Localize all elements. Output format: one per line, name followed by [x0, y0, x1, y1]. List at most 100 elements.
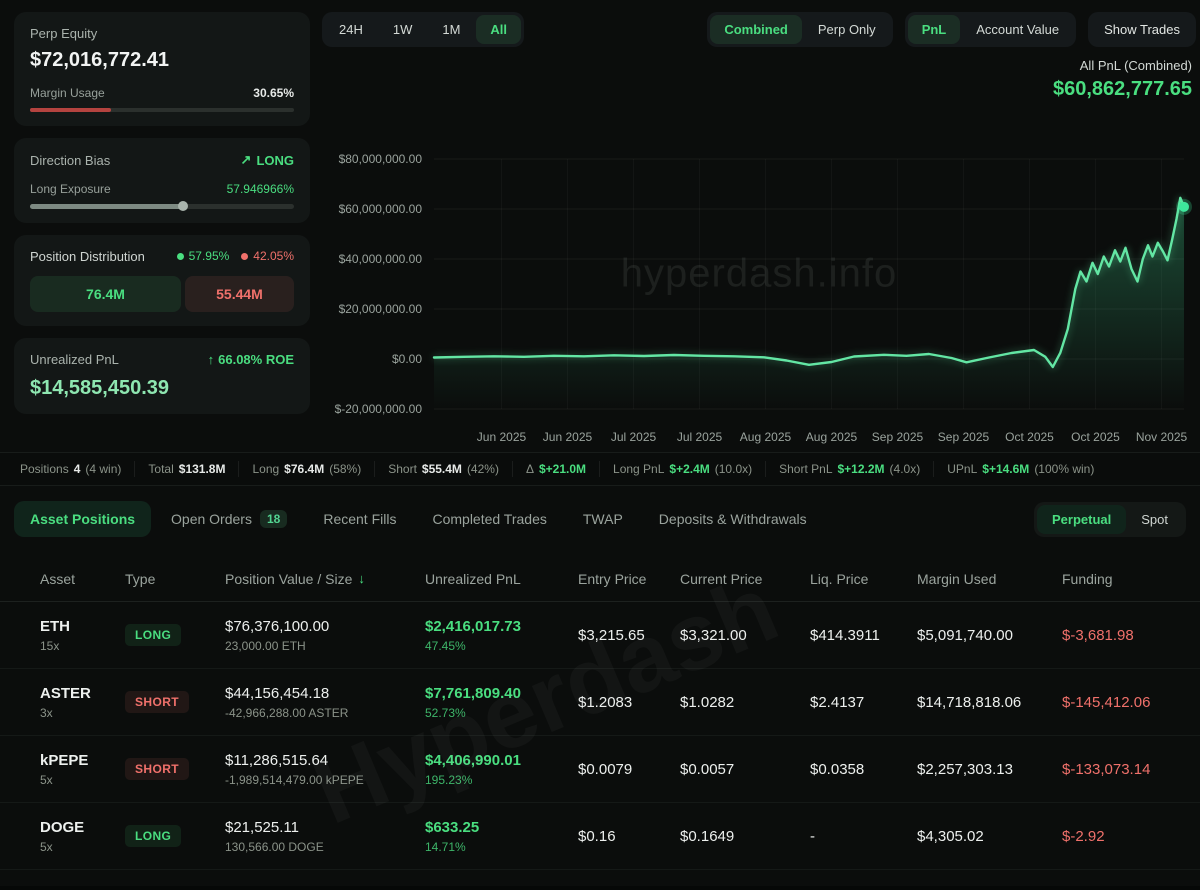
combined-perp-toggle: Combined Perp Only [707, 12, 893, 47]
table-row-doge[interactable]: DOGE 5x LONG $21,525.11 130,566.00 DOGE $633.… [0, 803, 1200, 870]
tab-deposits-withdrawals[interactable]: Deposits & Withdrawals [658, 511, 807, 527]
pnl-line-chart[interactable]: $80,000,000.00 $60,000,000.00 $40,000,000.… [322, 141, 1196, 453]
mode-tab-perp-only[interactable]: Perp Only [817, 22, 876, 37]
svg-text:$-20,000,000.00: $-20,000,000.00 [335, 402, 423, 416]
stat-positions: Positions 4 (4 win) [20, 461, 136, 477]
column-header-entry-price[interactable]: Entry Price [578, 570, 647, 587]
cell-margin-used: $4,305.02 [917, 827, 984, 845]
cell-asset: ETH 15x [40, 617, 70, 653]
perp-equity-value: $72,016,772.41 [30, 49, 170, 71]
cell-funding: $-145,412.06 [1062, 693, 1151, 711]
column-header-funding[interactable]: Funding [1062, 570, 1113, 587]
cell-type: SHORT [125, 758, 225, 780]
cell-asset: DOGE 5x [40, 818, 85, 854]
view-tab-pnl[interactable]: PnL [907, 15, 961, 44]
perp-equity-card: Perp Equity $72,016,772.41 Margin Usage … [14, 12, 310, 126]
unrealized-pnl-label: Unrealized PnL [30, 351, 119, 367]
stat-long-pnl: Long PnL $+2.4M (10.0x) [600, 461, 767, 477]
svg-text:Oct 2025: Oct 2025 [1005, 430, 1054, 444]
tab-asset-positions[interactable]: Asset Positions [14, 501, 152, 537]
cell-asset: ASTER 3x [40, 684, 91, 720]
cell-liq-price: - [810, 827, 815, 845]
column-header-unrealized-pnl[interactable]: Unrealized PnL [425, 570, 521, 587]
cell-position-value: $76,376,100.00 23,000.00 ETH [225, 617, 330, 653]
stat-: Δ $+21.0M [513, 461, 601, 477]
view-tab-account-value[interactable]: Account Value [976, 22, 1060, 37]
cell-margin-used: $2,257,303.13 [917, 760, 1013, 778]
cell-liq-price: $414.3911 [810, 626, 880, 644]
column-header-liq-price[interactable]: Liq. Price [810, 570, 869, 587]
time-range-tabs: 24H 1W 1M All [322, 12, 525, 47]
column-header-asset[interactable]: Asset [40, 570, 76, 587]
svg-text:Jul 2025: Jul 2025 [677, 430, 723, 444]
tab-twap[interactable]: TWAP [582, 511, 623, 527]
cell-position-value: $21,525.11 130,566.00 DOGE [225, 818, 324, 854]
unrealized-pnl-value: $14,585,450.39 [30, 376, 170, 399]
distribution-bars: 76.4M 55.44M [30, 275, 294, 312]
unrealized-pnl-card: Unrealized PnL ↑ 66.08% ROE $14,585,450.… [14, 337, 310, 414]
margin-usage-fill [30, 108, 111, 112]
cell-entry-price: $3,215.65 [578, 626, 645, 644]
positions-summary-bar: Positions 4 (4 win) Total $131.8M Long $76.4M(… [0, 452, 1200, 486]
svg-text:Aug 2025: Aug 2025 [806, 430, 858, 444]
range-tab-1w[interactable]: 1W [392, 22, 413, 37]
stat-long: Long $76.4M (58%) [239, 461, 376, 477]
table-row-eth[interactable]: ETH 15x LONG $76,376,100.00 23,000.00 ETH $2,… [0, 602, 1200, 669]
position-type-badge: SHORT [125, 691, 189, 713]
table-row-kpepe[interactable]: kPEPE 5x SHORT $11,286,515.64 -1,989,514,479… [0, 736, 1200, 803]
tab-recent-fills[interactable]: Recent Fills [323, 511, 397, 527]
cell-unrealized-pnl: $2,416,017.73 47.45% [425, 617, 521, 653]
long-dot-icon [176, 252, 184, 260]
cell-type: LONG [125, 624, 225, 646]
range-tab-1m[interactable]: 1M [442, 22, 461, 37]
long-exposure-bar [30, 201, 294, 211]
cell-liq-price: $0.0358 [810, 760, 865, 778]
pnl-summary-label: All PnL (Combined) [1079, 58, 1192, 73]
svg-text:Sep 2025: Sep 2025 [938, 430, 990, 444]
svg-text:Oct 2025: Oct 2025 [1071, 430, 1120, 444]
cell-entry-price: $1.2083 [578, 693, 633, 711]
cell-position-value: $44,156,454.18 -42,966,288.00 ASTER [225, 684, 349, 720]
cell-current-price: $0.0057 [680, 760, 735, 778]
column-header-type[interactable]: Type [125, 570, 156, 587]
cell-unrealized-pnl: $4,406,990.01 195.23% [425, 751, 521, 787]
position-distribution-card: Position Distribution 57.95% 42.05% 76.4… [14, 234, 310, 326]
short-pct: 42.05% [253, 249, 294, 263]
column-header-margin-used[interactable]: Margin Used [917, 570, 997, 587]
position-type-badge: LONG [125, 825, 182, 847]
long-exposure-fill [30, 203, 183, 209]
show-trades-button[interactable]: Show Trades [1088, 12, 1196, 47]
toggle-perpetual[interactable]: Perpetual [1037, 504, 1127, 534]
svg-text:$60,000,000.00: $60,000,000.00 [339, 202, 423, 216]
mode-tab-combined[interactable]: Combined [710, 15, 802, 44]
perp-equity-label: Perp Equity [30, 26, 98, 41]
cell-type: LONG [125, 825, 225, 847]
column-header-current-price[interactable]: Current Price [680, 570, 763, 587]
toggle-spot[interactable]: Spot [1141, 511, 1168, 527]
cell-asset: kPEPE 5x [40, 751, 89, 787]
range-tab-all[interactable]: All [476, 15, 522, 44]
position-tabs: Asset Positions Open Orders 18 Recent Fills… [14, 500, 823, 538]
table-row-aster[interactable]: ASTER 3x SHORT $44,156,454.18 -42,966,288.00… [0, 669, 1200, 736]
margin-usage-bar [30, 108, 294, 112]
pnl-summary: All PnL (Combined) $60,862,777.65 [1053, 58, 1192, 101]
long-exposure-label: Long Exposure [30, 182, 111, 196]
arrow-up-icon: ↑ [207, 351, 215, 367]
pnl-summary-value: $60,862,777.65 [1052, 78, 1192, 100]
sort-desc-icon: ↓ [358, 571, 365, 586]
cell-margin-used: $14,718,818.06 [917, 693, 1022, 711]
range-tab-24h[interactable]: 24H [339, 22, 363, 37]
cell-unrealized-pnl: $633.25 14.71% [425, 818, 480, 854]
positions-table-header: Asset Type Position Value / Size ↓ Unrealize… [0, 556, 1200, 602]
positions-section: Asset Positions Open Orders 18 Recent Fills… [0, 486, 1200, 886]
cell-margin-used: $5,091,740.00 [917, 626, 1013, 644]
tab-open-orders[interactable]: Open Orders 18 [155, 500, 303, 538]
cell-type: SHORT [125, 691, 225, 713]
position-type-badge: LONG [125, 624, 182, 646]
tab-completed-trades[interactable]: Completed Trades [432, 511, 547, 527]
cell-liq-price: $2.4137 [810, 693, 865, 711]
margin-usage-value: 30.65% [253, 86, 294, 100]
long-exposure-knob [177, 201, 188, 211]
trending-up-icon: ↗ [240, 152, 252, 167]
column-header-position-value-size[interactable]: Position Value / Size ↓ [225, 570, 365, 587]
